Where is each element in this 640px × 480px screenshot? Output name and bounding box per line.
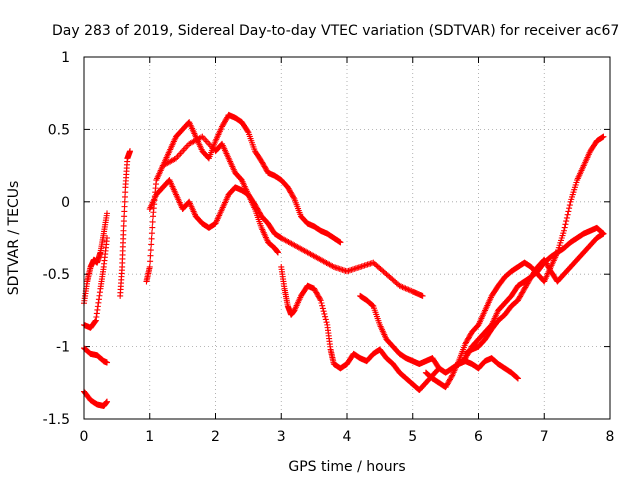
y-tick-label: -1 bbox=[56, 340, 70, 356]
data-point bbox=[319, 302, 326, 309]
data-point bbox=[419, 292, 426, 299]
data-point bbox=[322, 313, 329, 320]
data-point bbox=[514, 375, 521, 382]
series-track-A bbox=[81, 210, 111, 307]
series-track-K bbox=[422, 133, 607, 391]
series-track-B bbox=[81, 235, 111, 331]
data-point bbox=[561, 224, 568, 231]
x-tick-label: 2 bbox=[211, 429, 220, 445]
data-point bbox=[244, 128, 251, 135]
data-points bbox=[81, 111, 607, 409]
data-point bbox=[148, 241, 155, 248]
plot-frame bbox=[83, 56, 611, 420]
data-point bbox=[600, 133, 607, 140]
x-tick-label: 3 bbox=[277, 429, 286, 445]
data-point bbox=[149, 224, 156, 231]
data-point bbox=[317, 297, 324, 304]
data-point bbox=[319, 305, 326, 312]
x-tick-label: 6 bbox=[474, 429, 483, 445]
data-point bbox=[320, 308, 327, 315]
data-point bbox=[147, 258, 154, 265]
data-point bbox=[104, 210, 111, 217]
x-tick-label: 1 bbox=[145, 429, 154, 445]
x-axis-label: GPS time / hours bbox=[288, 459, 405, 475]
data-point bbox=[566, 205, 573, 212]
data-point bbox=[316, 295, 323, 302]
y-tick-label: 1 bbox=[61, 50, 70, 66]
data-point bbox=[147, 247, 154, 254]
data-point bbox=[104, 398, 111, 405]
data-point bbox=[104, 359, 111, 366]
data-point bbox=[560, 227, 567, 234]
data-point bbox=[566, 202, 573, 209]
series-track-M bbox=[462, 230, 607, 357]
data-point bbox=[321, 310, 328, 317]
x-tick-labels: 0 1 2 3 4 5 6 7 8 bbox=[80, 429, 615, 445]
data-point bbox=[146, 263, 153, 270]
y-tick-labels: -1.5 -1 -0.5 0 0.5 1 bbox=[43, 50, 70, 428]
series-track-G bbox=[146, 177, 426, 299]
x-tick-label: 8 bbox=[606, 429, 615, 445]
data-point bbox=[290, 194, 297, 201]
data-point bbox=[147, 252, 154, 259]
data-point bbox=[104, 235, 111, 241]
y-tick-label: 0 bbox=[61, 195, 70, 211]
series-track-J bbox=[357, 292, 521, 382]
data-point bbox=[565, 208, 572, 215]
y-tick-label: 0.5 bbox=[48, 122, 70, 138]
data-point bbox=[514, 374, 521, 381]
x-tick-label: 7 bbox=[540, 429, 549, 445]
y-axis-label: SDTVAR / TECUs bbox=[6, 181, 22, 296]
chart-title: Day 283 of 2019, Sidereal Day-to-day VTE… bbox=[52, 23, 619, 39]
data-point bbox=[92, 318, 99, 325]
y-tick-label: -0.5 bbox=[43, 267, 70, 283]
series-track-D bbox=[81, 388, 111, 409]
data-point bbox=[148, 235, 155, 242]
data-point bbox=[323, 319, 330, 326]
x-tick-label: 4 bbox=[343, 429, 352, 445]
data-point bbox=[564, 211, 571, 218]
data-point bbox=[322, 316, 329, 323]
y-tick-label: -1.5 bbox=[43, 412, 70, 428]
series-track-I bbox=[278, 263, 443, 394]
data-point bbox=[600, 230, 607, 237]
data-point bbox=[563, 214, 570, 221]
x-tick-label: 0 bbox=[80, 429, 89, 445]
data-point bbox=[149, 218, 156, 225]
data-point bbox=[318, 299, 325, 306]
data-point bbox=[274, 249, 281, 256]
series-track-C bbox=[81, 345, 111, 366]
series-track-H bbox=[159, 133, 281, 256]
data-point bbox=[562, 221, 569, 228]
data-point bbox=[337, 239, 344, 246]
data-point bbox=[148, 230, 155, 237]
data-point bbox=[563, 218, 570, 225]
data-point bbox=[127, 148, 134, 155]
x-tick-label: 5 bbox=[408, 429, 417, 445]
series-track-E bbox=[117, 148, 134, 299]
